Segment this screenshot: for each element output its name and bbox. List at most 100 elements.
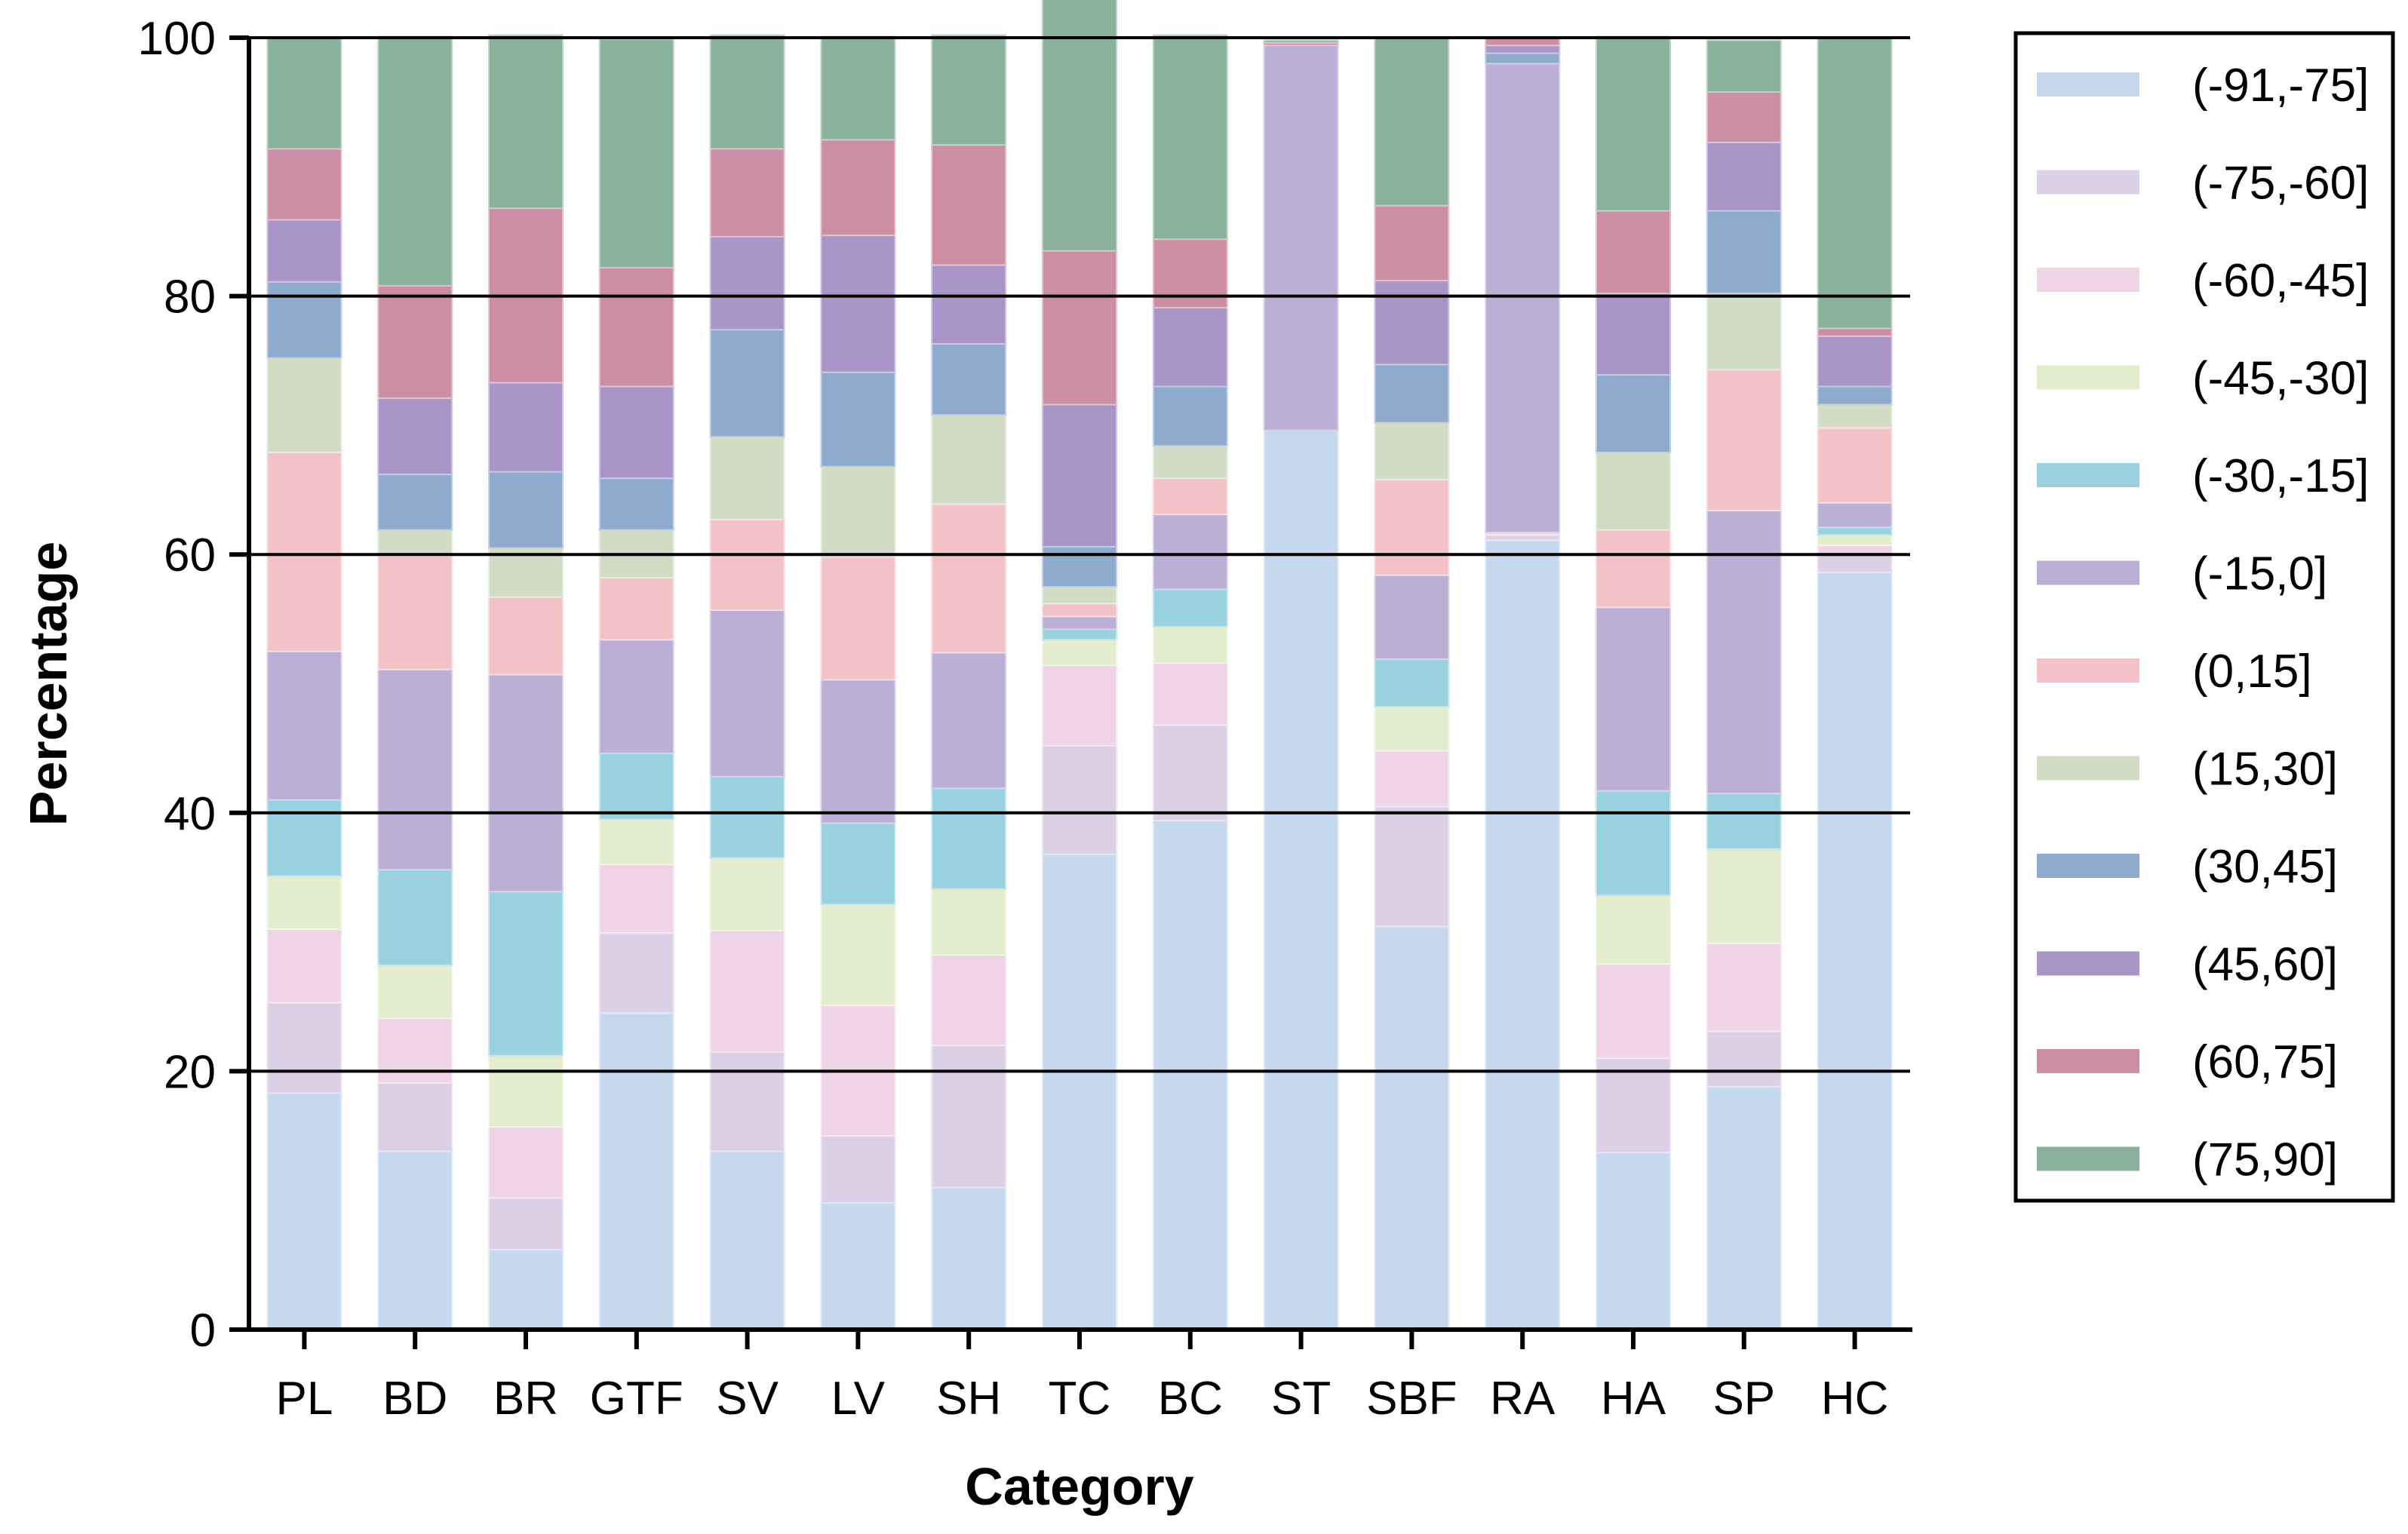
legend-swatch [2037, 560, 2139, 585]
bar-segment [820, 465, 896, 558]
bar-segment [377, 284, 453, 399]
bar-segment [488, 1248, 564, 1330]
bar-segment [1706, 793, 1782, 850]
bar-segment [1817, 385, 1893, 406]
bar-segment [709, 857, 785, 931]
bar-segment [1706, 91, 1782, 143]
bar-segment [1817, 572, 1893, 1330]
x-tick-label: BC [1158, 1373, 1223, 1425]
legend-swatch [2037, 951, 2139, 976]
bar-segment [1152, 626, 1228, 664]
bar-segment [1596, 529, 1671, 609]
bar-segment [1706, 848, 1782, 944]
x-tick-label: ST [1271, 1373, 1331, 1425]
bar-segment [709, 329, 785, 438]
axes: 0 20 40 60 80 100 PL BD BR GTF SV LV SH TC BC ST SBF RA HA… [19, 13, 1912, 1516]
bar-segment [1817, 37, 1893, 330]
bar-segment [1817, 335, 1893, 388]
bar-segment [1152, 307, 1228, 388]
x-tick-label: SH [936, 1373, 1001, 1425]
bar-segment [931, 264, 1007, 345]
bar-stack-ra [1485, 37, 1561, 1330]
legend-swatch [2037, 1146, 2139, 1171]
bar-segment [1152, 662, 1228, 726]
x-tick-label: HA [1601, 1373, 1666, 1425]
bar-segment [266, 281, 342, 359]
legend-label: (75,90] [2192, 1134, 2338, 1186]
bar-segment [1596, 963, 1671, 1060]
bar-segment [931, 414, 1007, 505]
bar-segment [598, 577, 674, 641]
bar-segment [820, 679, 896, 824]
bar-segment [1374, 37, 1450, 207]
bar-segment [266, 1002, 342, 1094]
bar-segment [1485, 44, 1561, 54]
bar-segment [1042, 628, 1117, 641]
legend-swatch [2037, 268, 2139, 292]
bar-segment [1817, 427, 1893, 504]
bars [266, 0, 1893, 1331]
bar-segment [488, 1126, 564, 1199]
bar-segment [377, 869, 453, 966]
legend-item: (-91,-75] [2037, 60, 2369, 112]
bar-segment [377, 1017, 453, 1084]
bar-segment [377, 964, 453, 1020]
bar-segment [1042, 250, 1117, 406]
bar-segment [1817, 526, 1893, 536]
legend-item: (-60,-45] [2037, 255, 2369, 307]
y-tick-label: 20 [164, 1046, 216, 1098]
bar-segment [1485, 534, 1561, 542]
legend-label: (45,60] [2192, 939, 2338, 991]
bar-segment [1706, 141, 1782, 212]
bar-segment [1374, 925, 1450, 1330]
bar-stack-sp [1706, 39, 1782, 1331]
bar-segment [709, 148, 785, 238]
bar-segment [598, 639, 674, 755]
legend-item: (75,90] [2037, 1134, 2338, 1186]
bar-segment [1374, 706, 1450, 752]
bar-stack-st [1263, 39, 1339, 1331]
bar-segment [266, 357, 342, 453]
bar-segment [820, 556, 896, 681]
bar-segment [1374, 364, 1450, 424]
bar-segment [488, 891, 564, 1057]
legend-swatch [2037, 72, 2139, 97]
bar-segment [709, 436, 785, 520]
bar-segment [1817, 327, 1893, 337]
bar-segment [709, 34, 785, 150]
bar-segment [1374, 204, 1450, 282]
bar-segment [488, 382, 564, 473]
bar-segment [1596, 1152, 1671, 1330]
bar-segment [1374, 422, 1450, 480]
bar-segment [377, 1150, 453, 1330]
bar-segment [1042, 744, 1117, 855]
bar-segment [598, 385, 674, 480]
bar-segment [1152, 477, 1228, 516]
bar-segment [1263, 429, 1339, 1331]
x-tick-label: SP [1712, 1373, 1775, 1425]
bar-segment [1485, 539, 1561, 1330]
bar-segment [1706, 509, 1782, 795]
bar-segment [820, 1202, 896, 1330]
bar-segment [1706, 942, 1782, 1032]
bar-segment [1152, 34, 1228, 241]
bar-segment [1706, 210, 1782, 295]
bar-segment [488, 596, 564, 676]
bar-stack-sh [931, 34, 1007, 1330]
bar-segment [1042, 586, 1117, 605]
bar-segment [377, 668, 453, 871]
bar-segment [931, 787, 1007, 890]
bar-stack-ha [1596, 35, 1671, 1330]
bar-segment [1706, 293, 1782, 371]
bar-segment [1374, 280, 1450, 366]
legend-swatch [2037, 756, 2139, 781]
bar-segment [931, 1186, 1007, 1330]
bar-segment [266, 928, 342, 1004]
x-axis-title: Category [965, 1457, 1193, 1516]
legend-label: (-91,-75] [2192, 60, 2369, 112]
bar-segment [1374, 750, 1450, 808]
bar-segment [1706, 39, 1782, 93]
bar-segment [598, 38, 674, 268]
